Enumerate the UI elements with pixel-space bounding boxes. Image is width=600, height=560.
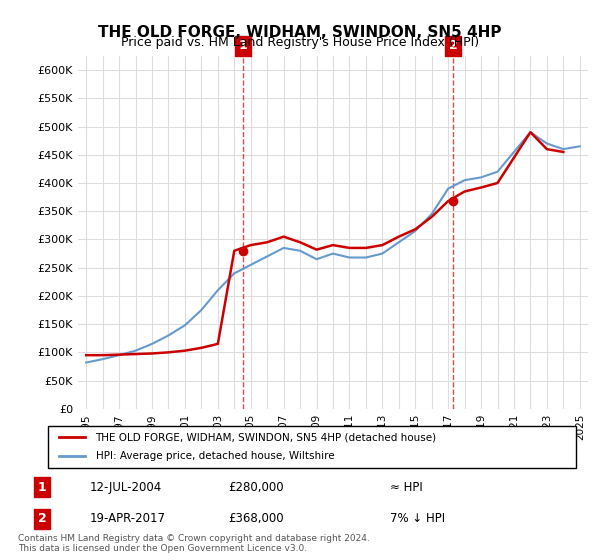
Text: Price paid vs. HM Land Registry's House Price Index (HPI): Price paid vs. HM Land Registry's House … (121, 36, 479, 49)
Text: £368,000: £368,000 (228, 512, 284, 525)
Text: 1: 1 (38, 480, 46, 494)
Text: ≈ HPI: ≈ HPI (390, 480, 423, 494)
Text: HPI: Average price, detached house, Wiltshire: HPI: Average price, detached house, Wilt… (95, 451, 334, 461)
Text: 7% ↓ HPI: 7% ↓ HPI (390, 512, 445, 525)
Text: THE OLD FORGE, WIDHAM, SWINDON, SN5 4HP (detached house): THE OLD FORGE, WIDHAM, SWINDON, SN5 4HP … (95, 432, 437, 442)
Text: 19-APR-2017: 19-APR-2017 (90, 512, 166, 525)
FancyBboxPatch shape (48, 426, 576, 468)
Text: 1: 1 (239, 39, 247, 53)
Text: 2: 2 (38, 512, 46, 525)
Text: 12-JUL-2004: 12-JUL-2004 (90, 480, 162, 494)
Text: £280,000: £280,000 (228, 480, 284, 494)
Text: Contains HM Land Registry data © Crown copyright and database right 2024.
This d: Contains HM Land Registry data © Crown c… (18, 534, 370, 553)
Text: THE OLD FORGE, WIDHAM, SWINDON, SN5 4HP: THE OLD FORGE, WIDHAM, SWINDON, SN5 4HP (98, 25, 502, 40)
Text: 2: 2 (449, 39, 457, 53)
